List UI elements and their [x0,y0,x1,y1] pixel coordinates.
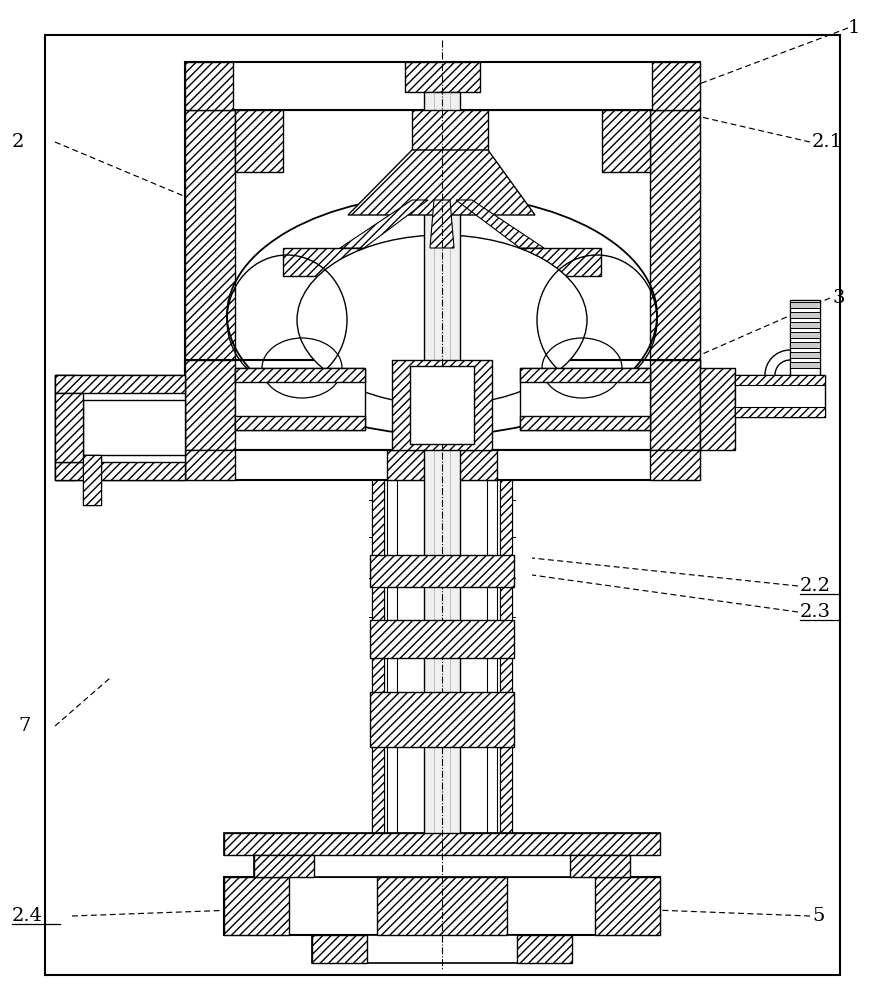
Bar [405,62,480,92]
Bar [185,110,235,450]
Bar [424,92,460,852]
Bar [410,366,474,444]
Bar [412,110,488,150]
Bar [520,368,650,430]
Bar [372,480,384,845]
Text: 2.2: 2.2 [800,577,831,595]
Bar [283,248,601,276]
Bar [55,375,185,393]
Bar [55,375,185,480]
Bar [735,375,825,385]
Polygon shape [340,200,428,248]
Bar [185,62,233,110]
Bar [500,480,512,845]
Bar [370,555,514,587]
Text: 7: 7 [18,717,30,735]
Text: 5: 5 [812,907,825,925]
Bar [185,110,700,450]
Bar [790,322,820,328]
Bar [83,400,185,455]
Bar [370,692,514,747]
Bar [392,360,492,450]
Bar [185,450,700,480]
Bar [790,302,820,308]
Bar [185,62,700,110]
Bar [595,877,660,935]
Bar [652,62,700,110]
Bar [185,360,700,450]
Bar [650,450,700,480]
Bar [377,877,507,935]
Polygon shape [430,200,454,248]
Bar [517,935,572,963]
Bar [387,450,497,480]
Bar [520,416,650,430]
Polygon shape [348,150,535,215]
Text: 3: 3 [832,289,844,307]
Bar [650,360,700,450]
Bar [45,35,840,975]
Text: 2.3: 2.3 [800,603,831,621]
Bar [602,110,650,172]
Text: 2.1: 2.1 [812,133,843,151]
Bar [55,462,185,480]
Bar [224,877,289,935]
Bar [83,455,101,505]
Bar [254,855,630,877]
Bar [185,450,235,480]
Bar [224,833,660,855]
Bar [487,480,497,845]
Bar [55,393,83,462]
Bar [790,362,820,368]
Bar [387,480,397,845]
Bar [735,407,825,417]
Polygon shape [456,200,544,248]
Bar [224,833,660,855]
Bar [735,375,825,417]
Bar [254,855,314,877]
Bar [224,877,660,935]
Bar [500,480,512,845]
Bar [370,620,514,658]
Bar [185,360,235,450]
Bar [83,455,101,505]
Bar [520,368,650,382]
Bar [312,935,367,963]
Text: 1: 1 [848,19,860,37]
Bar [700,368,735,450]
Bar [235,368,365,430]
Bar [235,368,365,382]
Text: 2: 2 [12,133,25,151]
Text: 2.4: 2.4 [12,907,43,925]
Bar [790,352,820,358]
Bar [372,480,384,845]
Bar [55,375,75,480]
Bar [372,480,384,845]
Bar [650,110,700,450]
Bar [570,855,630,877]
Bar [790,300,820,375]
Bar [235,110,283,172]
Bar [312,935,572,963]
Bar [790,332,820,338]
Bar [790,312,820,318]
Bar [235,416,365,430]
Bar [790,342,820,348]
Ellipse shape [297,235,587,405]
